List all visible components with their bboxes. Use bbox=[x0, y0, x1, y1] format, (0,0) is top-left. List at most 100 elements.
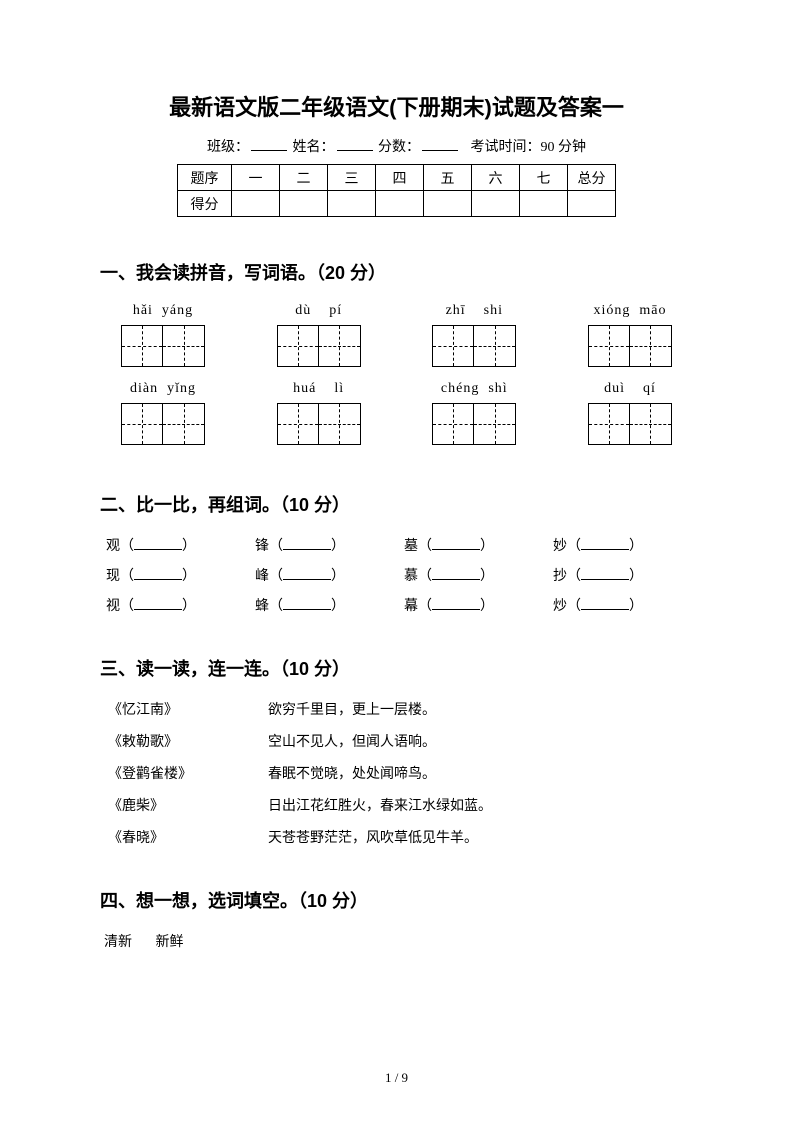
q2-cell: 妙（） bbox=[553, 535, 693, 555]
score-blank[interactable] bbox=[422, 137, 458, 151]
q2-cell: 峰（） bbox=[255, 565, 395, 585]
pinyin-label: dù pí bbox=[295, 303, 342, 319]
tianzige-pair[interactable] bbox=[277, 403, 361, 445]
q1-item: huá lì bbox=[264, 381, 374, 445]
q2-blank[interactable] bbox=[581, 537, 629, 550]
q2-blank[interactable] bbox=[283, 597, 331, 610]
score-table-score-row: 得分 bbox=[178, 191, 616, 217]
q2-char: 现 bbox=[106, 569, 120, 584]
q3-right: 空山不见人，但闻人语响。 bbox=[268, 731, 436, 751]
score-cell[interactable] bbox=[472, 191, 520, 217]
q2-heading: 二、比一比，再组词。（10 分） bbox=[100, 491, 693, 517]
tianzige-pair[interactable] bbox=[432, 325, 516, 367]
q2-char: 墓 bbox=[404, 539, 418, 554]
pinyin-label: chéng shì bbox=[441, 381, 508, 397]
q2-cell: 慕（） bbox=[404, 565, 544, 585]
q2-cell: 墓（） bbox=[404, 535, 544, 555]
tianzige-pair[interactable] bbox=[432, 403, 516, 445]
col-7: 七 bbox=[520, 165, 568, 191]
q2-blank[interactable] bbox=[134, 567, 182, 580]
pinyin-label: xióng māo bbox=[593, 303, 666, 319]
q2-blank[interactable] bbox=[283, 537, 331, 550]
q3-left: 《登鹳雀楼》 bbox=[108, 763, 268, 783]
tianzige-pair[interactable] bbox=[277, 325, 361, 367]
col-3: 三 bbox=[328, 165, 376, 191]
score-cell[interactable] bbox=[232, 191, 280, 217]
q2-char: 幕 bbox=[404, 599, 418, 614]
score-row-label: 得分 bbox=[178, 191, 232, 217]
q3-row[interactable]: 《忆江南》 欲穷千里目，更上一层楼。 bbox=[108, 699, 693, 719]
q1-item: diàn yǐng bbox=[108, 381, 218, 445]
q1-item: duì qí bbox=[575, 381, 685, 445]
q2-char: 妙 bbox=[553, 539, 567, 554]
pinyin-label: diàn yǐng bbox=[130, 381, 196, 397]
q1-item: dù pí bbox=[264, 303, 374, 367]
q3-left: 《春晓》 bbox=[108, 827, 268, 847]
q4-words: 清新 新鲜 bbox=[104, 931, 693, 951]
tianzige-pair[interactable] bbox=[121, 403, 205, 445]
q2-blank[interactable] bbox=[283, 567, 331, 580]
q3-right: 日出江花红胜火，春来江水绿如蓝。 bbox=[268, 795, 492, 815]
score-cell[interactable] bbox=[328, 191, 376, 217]
pinyin-label: duì qí bbox=[604, 381, 656, 397]
tianzige-pair[interactable] bbox=[588, 325, 672, 367]
q2-blank[interactable] bbox=[581, 567, 629, 580]
q1-item: chéng shì bbox=[419, 381, 529, 445]
q2-char: 蜂 bbox=[255, 599, 269, 614]
q2-char: 观 bbox=[106, 539, 120, 554]
q2-blank[interactable] bbox=[432, 537, 480, 550]
col-6: 六 bbox=[472, 165, 520, 191]
q2-blank[interactable] bbox=[432, 567, 480, 580]
score-cell[interactable] bbox=[520, 191, 568, 217]
q2-cell: 观（） bbox=[106, 535, 246, 555]
q3-right: 天苍苍野茫茫，风吹草低见牛羊。 bbox=[268, 827, 478, 847]
q3-row[interactable]: 《春晓》 天苍苍野茫茫，风吹草低见牛羊。 bbox=[108, 827, 693, 847]
q2-char: 锋 bbox=[255, 539, 269, 554]
q3-row[interactable]: 《登鹳雀楼》 春眠不觉晓，处处闻啼鸟。 bbox=[108, 763, 693, 783]
tianzige-pair[interactable] bbox=[588, 403, 672, 445]
q2-grid: 观（） 锋（） 墓（） 妙（） 现（） 峰（） 慕（） 抄（） 视（） 蜂（） … bbox=[106, 535, 693, 615]
q1-item: zhī shi bbox=[419, 303, 529, 367]
q2-blank[interactable] bbox=[134, 537, 182, 550]
name-label: 姓名： bbox=[293, 140, 335, 155]
q2-blank[interactable] bbox=[134, 597, 182, 610]
q2-char: 慕 bbox=[404, 569, 418, 584]
q4-word: 清新 bbox=[104, 935, 132, 950]
q2-cell: 幕（） bbox=[404, 595, 544, 615]
q2-blank[interactable] bbox=[581, 597, 629, 610]
q2-blank[interactable] bbox=[432, 597, 480, 610]
score-table-head-row: 题序 一 二 三 四 五 六 七 总分 bbox=[178, 165, 616, 191]
q3-wrap: 《忆江南》 欲穷千里目，更上一层楼。 《敕勒歌》 空山不见人，但闻人语响。 《登… bbox=[108, 699, 693, 847]
q3-right: 春眠不觉晓，处处闻啼鸟。 bbox=[268, 763, 436, 783]
class-blank[interactable] bbox=[251, 137, 287, 151]
q2-row: 现（） 峰（） 慕（） 抄（） bbox=[106, 565, 693, 585]
q4-word: 新鲜 bbox=[156, 935, 184, 950]
q2-char: 峰 bbox=[255, 569, 269, 584]
page-title: 最新语文版二年级语文(下册期末)试题及答案一 bbox=[100, 90, 693, 122]
q3-heading: 三、读一读，连一连。（10 分） bbox=[100, 655, 693, 681]
q3-row[interactable]: 《敕勒歌》 空山不见人，但闻人语响。 bbox=[108, 731, 693, 751]
score-cell[interactable] bbox=[424, 191, 472, 217]
score-cell[interactable] bbox=[376, 191, 424, 217]
name-blank[interactable] bbox=[337, 137, 373, 151]
q3-left: 《敕勒歌》 bbox=[108, 731, 268, 751]
exam-time: 考试时间：90 分钟 bbox=[471, 140, 587, 155]
page-number: 1 / 9 bbox=[0, 1070, 793, 1086]
tianzige-pair[interactable] bbox=[121, 325, 205, 367]
col-total: 总分 bbox=[568, 165, 616, 191]
q2-char: 视 bbox=[106, 599, 120, 614]
pinyin-label: zhī shi bbox=[446, 303, 503, 319]
score-cell[interactable] bbox=[568, 191, 616, 217]
score-cell[interactable] bbox=[280, 191, 328, 217]
q2-row: 观（） 锋（） 墓（） 妙（） bbox=[106, 535, 693, 555]
q1-row2: diàn yǐng huá lì chéng shì duì qí bbox=[108, 381, 685, 445]
q3-row[interactable]: 《鹿柴》 日出江花红胜火，春来江水绿如蓝。 bbox=[108, 795, 693, 815]
q2-cell: 炒（） bbox=[553, 595, 693, 615]
order-label: 题序 bbox=[178, 165, 232, 191]
q2-cell: 锋（） bbox=[255, 535, 395, 555]
q1-heading: 一、我会读拼音，写词语。（20 分） bbox=[100, 259, 693, 285]
pinyin-label: hǎi yáng bbox=[133, 303, 193, 319]
col-4: 四 bbox=[376, 165, 424, 191]
q2-cell: 现（） bbox=[106, 565, 246, 585]
meta-line: 班级： 姓名： 分数： 考试时间：90 分钟 bbox=[100, 136, 693, 156]
